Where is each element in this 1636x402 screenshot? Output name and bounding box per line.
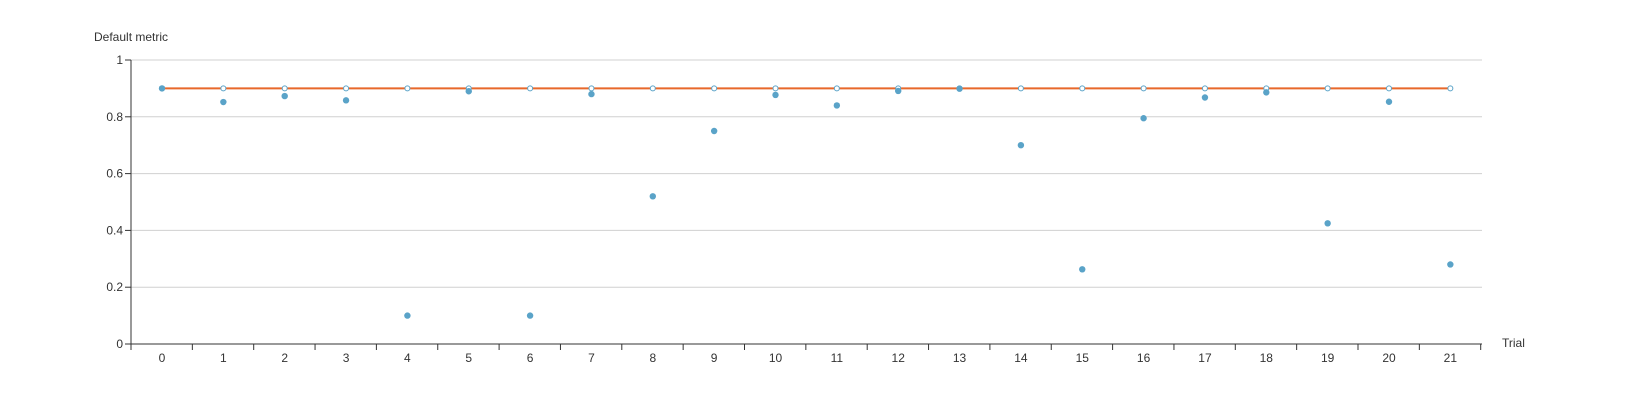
trial-point — [220, 98, 227, 106]
x-tick-label: 5 — [465, 351, 472, 365]
trial-point — [956, 85, 963, 92]
trial-point — [1385, 98, 1393, 105]
best-value-marker — [1386, 85, 1392, 92]
x-tick-label: 13 — [953, 351, 967, 365]
y-gridlines — [131, 59, 1482, 288]
trial-point — [526, 312, 534, 319]
y-tick-label: 0 — [116, 337, 123, 351]
y-axis-ticks: 0 0.2 0.4 0.6 0.8 1 — [106, 53, 131, 351]
best-value-marker — [343, 85, 350, 92]
best-value-marker — [1201, 85, 1208, 92]
trial-point — [1447, 261, 1454, 268]
x-tick-label: 1 — [220, 351, 227, 365]
x-tick-label: 15 — [1076, 351, 1090, 365]
x-tick-label: 16 — [1137, 351, 1151, 365]
trial-point — [158, 85, 166, 92]
trial-point — [710, 127, 718, 135]
best-value-marker — [404, 85, 411, 92]
trial-points — [158, 85, 1454, 319]
best-value-line — [159, 85, 1454, 92]
x-tick-label: 14 — [1014, 351, 1028, 365]
y-tick-label: 1 — [116, 53, 123, 67]
best-value-marker — [649, 85, 656, 92]
trial-point — [465, 88, 472, 95]
trial-point — [342, 97, 350, 104]
y-axis-label: Default metric — [94, 30, 168, 44]
x-tick-label: 10 — [769, 351, 783, 365]
y-tick-label: 0.4 — [106, 223, 123, 237]
x-tick-label: 2 — [281, 351, 288, 365]
trial-point — [281, 92, 288, 100]
best-value-marker — [527, 85, 534, 92]
best-value-marker — [1017, 85, 1024, 92]
trial-point — [1324, 220, 1331, 227]
trial-point — [1079, 266, 1086, 273]
x-tick-label: 18 — [1260, 351, 1274, 365]
x-tick-label: 19 — [1321, 351, 1335, 365]
trial-point — [1263, 89, 1270, 96]
x-axis-label: Trial — [1502, 336, 1525, 350]
x-tick-label: 21 — [1444, 351, 1458, 365]
x-tick-label: 0 — [159, 351, 166, 365]
x-tick-label: 20 — [1382, 351, 1396, 365]
trial-point — [772, 91, 779, 99]
x-tick-label: 9 — [711, 351, 718, 365]
trial-point — [1017, 142, 1025, 149]
x-tick-label: 17 — [1198, 351, 1212, 365]
best-value-marker — [1079, 85, 1086, 92]
trial-point — [404, 312, 411, 319]
x-tick-label: 7 — [588, 351, 595, 365]
y-tick-label: 0.6 — [106, 167, 123, 181]
trial-point — [1201, 94, 1209, 101]
axes — [130, 60, 1482, 345]
best-value-marker — [833, 85, 840, 92]
x-tick-label: 8 — [649, 351, 656, 365]
best-value-marker — [1447, 85, 1454, 92]
x-tick-label: 6 — [527, 351, 534, 365]
x-tick-label: 3 — [343, 351, 350, 365]
trial-point — [588, 90, 595, 98]
x-tick-label: 4 — [404, 351, 411, 365]
best-value-marker — [1324, 85, 1331, 92]
trial-point — [649, 193, 656, 200]
x-axis-ticks: 0 1 2 3 4 5 6 7 8 9 10 11 12 13 14 15 16 17 18 19 20 21 — [130, 344, 1482, 365]
best-value-marker — [772, 85, 779, 92]
best-value-marker — [711, 85, 718, 92]
best-value-marker — [220, 85, 227, 92]
y-tick-label: 0.2 — [106, 280, 123, 294]
x-tick-label: 11 — [831, 351, 844, 365]
x-tick-label: 12 — [892, 351, 906, 365]
best-value-marker — [1140, 85, 1147, 92]
trial-point — [895, 87, 902, 95]
trial-point — [1140, 115, 1147, 122]
trial-point — [833, 102, 841, 109]
best-value-marker — [281, 85, 288, 92]
y-tick-label: 0.8 — [106, 110, 123, 124]
best-value-marker — [588, 85, 595, 92]
